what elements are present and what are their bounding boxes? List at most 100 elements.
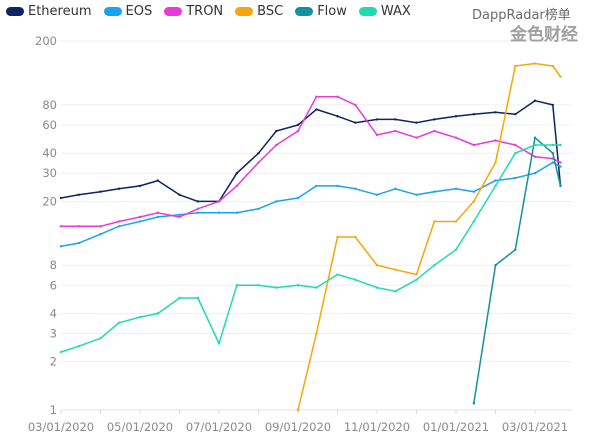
data-point-bsc (533, 62, 537, 65)
x-tick-label: 05/01/2020 (107, 420, 173, 434)
data-point-tron (454, 136, 458, 139)
data-point-ethereum (296, 123, 300, 127)
data-point-tron (235, 184, 239, 188)
data-point-wax (454, 248, 458, 251)
legend-swatch (6, 7, 24, 16)
data-point-eos (551, 161, 555, 164)
data-point-wax (551, 143, 555, 147)
y-tick-label: 1 (50, 403, 57, 417)
series-line-eos (60, 161, 561, 248)
data-point-wax (533, 143, 537, 147)
data-point-tron (472, 143, 476, 147)
legend-item-bsc[interactable]: BSC (235, 4, 283, 19)
legend-swatch (358, 7, 377, 16)
data-point-tron (559, 161, 562, 164)
data-point-ethereum (472, 113, 476, 116)
data-point-ethereum (375, 118, 379, 121)
x-tick-label: 07/01/2020 (186, 420, 252, 434)
data-point-wax (514, 151, 517, 155)
data-point-ethereum (117, 187, 121, 190)
data-point-eos (296, 196, 300, 200)
data-point-eos (77, 241, 81, 245)
data-point-ethereum (77, 193, 81, 197)
data-point-tron (494, 139, 497, 142)
data-point-flow (472, 402, 476, 405)
data-point-wax (99, 337, 102, 340)
data-point-eos (394, 187, 397, 190)
legend-label: Ethereum (28, 4, 92, 19)
data-point-eos (315, 184, 318, 188)
data-point-wax (117, 321, 121, 324)
data-point-wax (156, 312, 160, 315)
data-point-ethereum (138, 184, 142, 188)
data-point-ethereum (235, 172, 239, 175)
data-point-eos (415, 193, 418, 197)
data-point-ethereum (454, 115, 458, 118)
data-point-bsc (454, 220, 458, 223)
data-point-tron (257, 161, 260, 164)
data-point-eos (454, 187, 458, 190)
data-point-flow (494, 264, 497, 267)
data-point-tron (375, 133, 379, 137)
data-point-wax (217, 342, 221, 345)
data-point-eos (375, 193, 379, 197)
data-point-eos (99, 232, 102, 236)
data-point-wax (178, 296, 181, 300)
legend-item-wax[interactable]: WAX (358, 4, 411, 19)
data-point-tron (336, 95, 339, 98)
data-point-ethereum (196, 200, 200, 203)
data-point-wax (472, 220, 476, 223)
legend-item-tron[interactable]: TRON (164, 4, 223, 19)
data-point-tron (514, 143, 517, 147)
data-point-flow (533, 136, 537, 139)
data-point-bsc (433, 220, 436, 223)
x-tick-label: 09/01/2020 (265, 420, 331, 434)
data-point-wax (415, 278, 418, 281)
y-tick-label: 8 (50, 258, 57, 272)
data-point-bsc (354, 235, 357, 239)
data-point-tron (138, 215, 142, 219)
data-point-eos (514, 176, 517, 180)
y-tick-label: 6 (50, 278, 57, 292)
legend-swatch (235, 7, 254, 16)
data-point-ethereum (551, 103, 555, 107)
data-point-ethereum (315, 108, 318, 111)
watermark-jinse: 金色财经 (510, 25, 578, 45)
data-point-wax (235, 284, 239, 287)
data-point-ethereum (275, 129, 278, 133)
data-point-flow (514, 248, 517, 251)
data-point-ethereum (514, 113, 517, 116)
legend-label: TRON (186, 4, 224, 19)
data-point-ethereum (336, 115, 339, 118)
data-point-bsc (315, 332, 318, 335)
legend-item-ethereum[interactable]: Ethereum (6, 4, 92, 19)
series-line-tron (61, 95, 561, 228)
y-tick-label: 4 (50, 306, 57, 320)
data-point-bsc (336, 235, 339, 239)
data-point-tron (178, 215, 181, 219)
legend-item-eos[interactable]: EOS (103, 4, 153, 19)
data-point-flow (559, 184, 562, 188)
data-point-bsc (472, 200, 476, 203)
data-point-eos (533, 172, 537, 175)
data-point-bsc (514, 64, 517, 68)
data-point-wax (275, 286, 278, 289)
data-point-ethereum (257, 151, 260, 155)
legend-swatch (103, 7, 122, 16)
data-point-wax (559, 143, 562, 147)
legend-swatch (164, 7, 183, 16)
data-point-ethereum (533, 99, 537, 102)
data-point-wax (336, 273, 339, 276)
data-point-ethereum (59, 196, 63, 200)
data-point-tron (99, 225, 102, 228)
legend-label: EOS (125, 4, 153, 19)
y-tick-label: 2 (50, 355, 57, 369)
data-point-bsc (494, 161, 497, 164)
data-point-wax (77, 345, 81, 348)
data-point-wax (494, 184, 497, 188)
data-point-bsc (559, 75, 562, 78)
legend-label: Flow (317, 4, 347, 19)
data-point-wax (196, 296, 200, 300)
legend-item-flow[interactable]: Flow (295, 4, 347, 19)
